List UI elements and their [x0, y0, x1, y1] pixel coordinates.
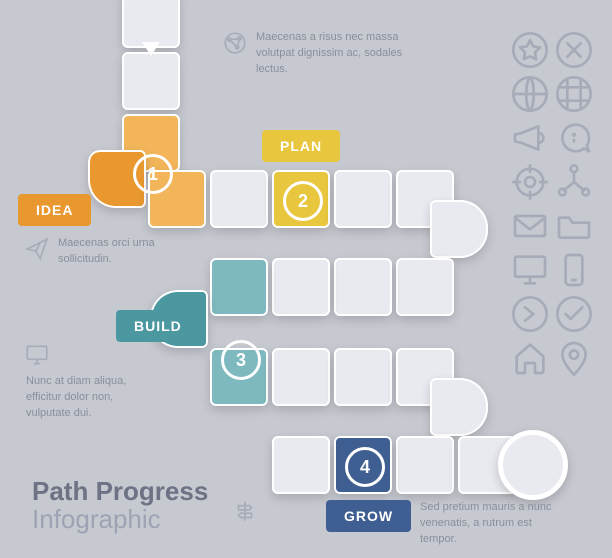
path-tile	[430, 200, 488, 258]
start-arrow-icon	[142, 42, 160, 56]
stage-number-plan: 2	[283, 181, 323, 221]
path-tile	[334, 170, 392, 228]
caption-grow: Sed pretium mauris a nunc venenatis, a r…	[420, 500, 570, 548]
icon-grid	[510, 30, 594, 378]
arrow-right-icon	[510, 294, 550, 334]
stage-label-build: BUILD	[116, 310, 200, 342]
page-title: Path Progress Infographic	[32, 477, 208, 534]
paper-plane-icon	[24, 236, 50, 262]
caption-plan: Maecenas a risus nec massa volutpat dign…	[256, 30, 416, 78]
path-tile	[334, 348, 392, 406]
path-tile	[396, 436, 454, 494]
monitor-icon	[24, 342, 50, 368]
monitor-grid-icon	[510, 250, 550, 290]
megaphone-icon	[510, 118, 550, 158]
pin-icon	[554, 338, 594, 378]
title-line2: Infographic	[32, 505, 208, 534]
path-tile	[122, 52, 180, 110]
path-tile	[396, 258, 454, 316]
stage-label-idea: IDEA	[18, 194, 91, 226]
path-tile	[334, 258, 392, 316]
stage-number-build: 3	[221, 340, 261, 380]
path-tile	[430, 378, 488, 436]
end-circle	[498, 430, 568, 500]
device-icon	[554, 250, 594, 290]
home-icon	[510, 338, 550, 378]
globe-icon	[510, 74, 550, 114]
mail-icon	[510, 206, 550, 246]
caption-build: Nunc at diam aliqua, efficitur dolor non…	[26, 374, 156, 422]
folder-icon	[554, 206, 594, 246]
signpost-icon	[232, 498, 258, 524]
path-tile	[272, 436, 330, 494]
caption-idea: Maecenas orci urna sollicitudin.	[58, 236, 178, 268]
stage-label-plan: PLAN	[262, 130, 340, 162]
path-tile	[272, 258, 330, 316]
path-tile	[122, 0, 180, 48]
path-tile	[272, 348, 330, 406]
title-line1: Path Progress	[32, 477, 208, 506]
network-icon	[222, 30, 248, 56]
web-icon	[554, 74, 594, 114]
path-tile-build	[210, 258, 268, 316]
close-icon	[554, 30, 594, 70]
check-icon	[554, 294, 594, 334]
stage-label-grow: GROW	[326, 500, 411, 532]
nodes-icon	[554, 162, 594, 202]
path-tile	[210, 170, 268, 228]
stage-number-idea: 1	[133, 154, 173, 194]
star-icon	[510, 30, 550, 70]
target-icon	[510, 162, 550, 202]
chat-icon	[554, 118, 594, 158]
stage-number-grow: 4	[345, 447, 385, 487]
